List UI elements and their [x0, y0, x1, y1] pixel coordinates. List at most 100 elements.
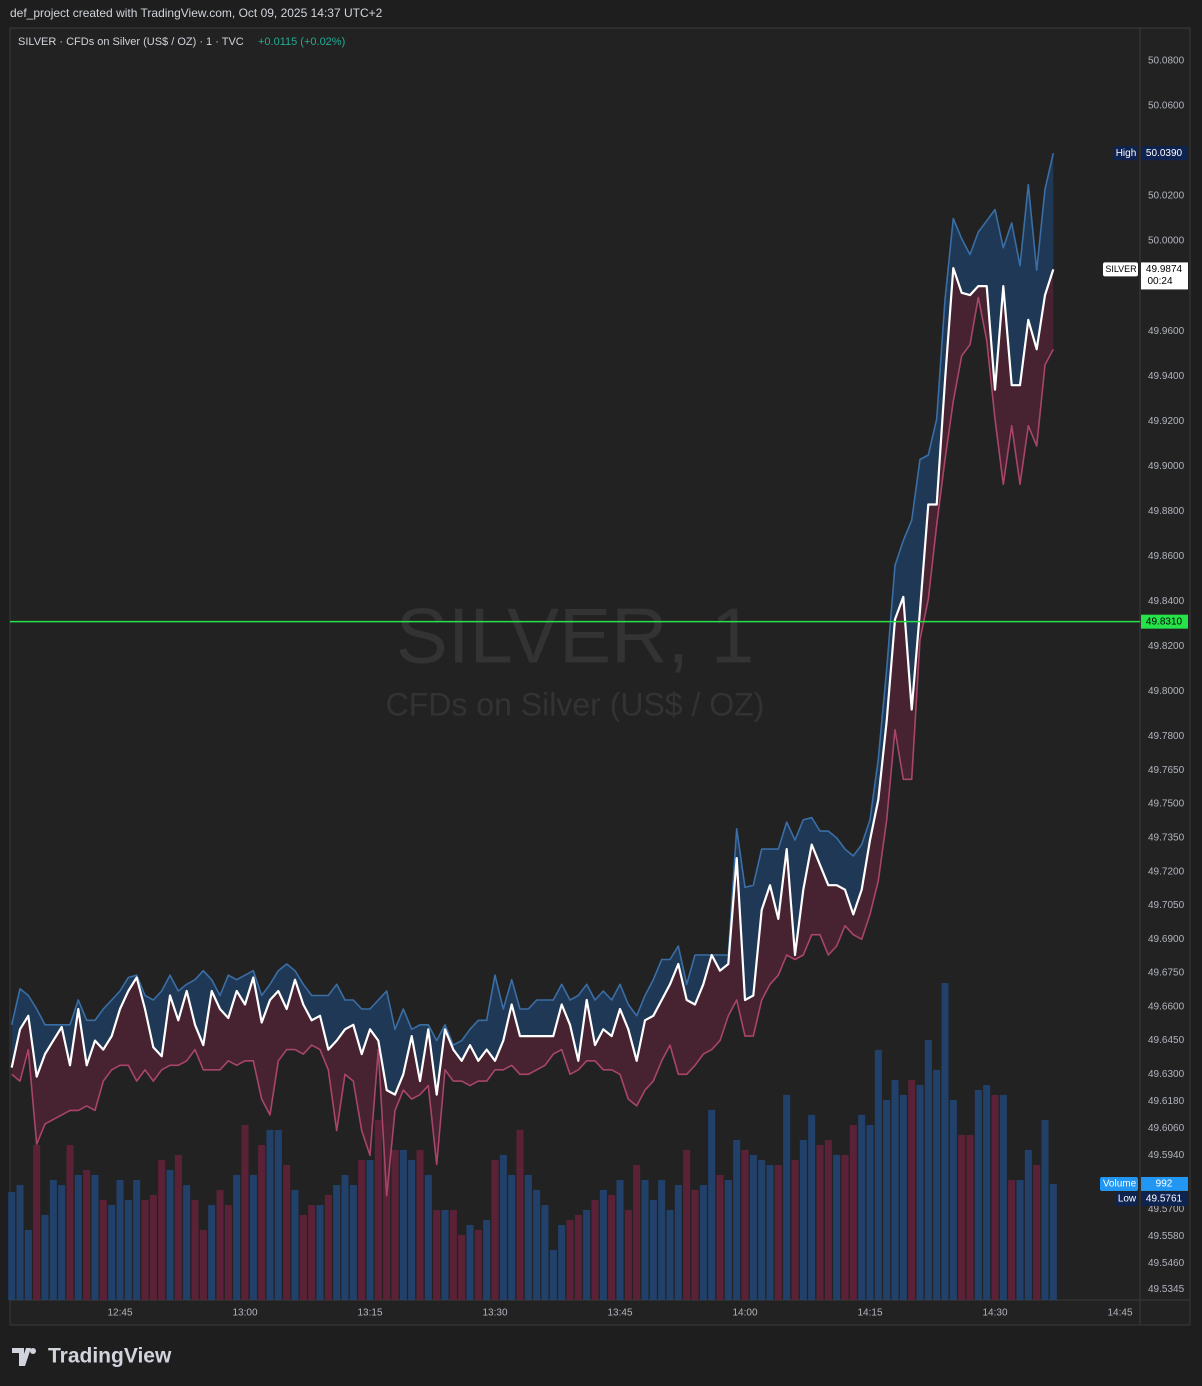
volume-bar — [599, 1189, 607, 1300]
volume-bar — [133, 1179, 141, 1300]
y-tick-label: 49.5460 — [1148, 1258, 1185, 1269]
y-tick-label: 49.9000 — [1148, 461, 1185, 472]
y-tick-label: 50.0200 — [1148, 191, 1185, 202]
volume-bar — [733, 1139, 741, 1300]
low-line — [11, 296, 1055, 1197]
y-tick-label: 49.5580 — [1148, 1231, 1185, 1242]
x-tick-label: 13:45 — [607, 1308, 632, 1319]
tag-value: 992 — [1156, 1179, 1173, 1190]
volume-bar — [458, 1234, 466, 1300]
volume-bar — [124, 1199, 132, 1300]
hline-tag-value: 49.8310 — [1146, 616, 1183, 627]
y-tick-label: 49.6750 — [1148, 968, 1185, 979]
volume-bar — [699, 1185, 707, 1300]
volume-bar — [566, 1219, 574, 1300]
volume-bar — [8, 1192, 16, 1300]
volume-bar — [41, 1214, 49, 1300]
volume-bar — [541, 1205, 549, 1300]
logo-dot — [30, 1348, 36, 1354]
volume-bar — [666, 1209, 674, 1300]
volume-bar — [208, 1205, 216, 1300]
volume-bar — [724, 1179, 732, 1300]
tag-name-box — [1113, 146, 1138, 161]
volume-bar — [958, 1134, 966, 1300]
volume-bar — [33, 1145, 41, 1300]
volume-bar — [1008, 1179, 1016, 1300]
logo: TradingView — [12, 1345, 172, 1368]
volume-bar — [58, 1185, 66, 1300]
volume-bar — [416, 1149, 424, 1300]
volume-bar — [16, 1185, 24, 1300]
y-tick-label: 50.0600 — [1148, 101, 1185, 112]
x-tick-label: 13:00 — [232, 1308, 257, 1319]
y-tick-label: 49.7200 — [1148, 866, 1185, 877]
volume-bar — [216, 1189, 224, 1300]
volume-bar — [816, 1145, 824, 1300]
volume-bars — [8, 983, 1057, 1300]
volume-bar — [799, 1139, 807, 1300]
volume-bar — [516, 1129, 524, 1300]
tag-name-box — [1100, 1176, 1138, 1191]
tag-value-box — [1141, 146, 1188, 161]
volume-bar — [999, 1094, 1007, 1300]
volume-bar — [908, 1079, 916, 1300]
last-tag-name-box — [1103, 262, 1138, 277]
volume-bar — [791, 1159, 799, 1300]
volume-bar — [808, 1114, 816, 1300]
volume-bar — [991, 1094, 999, 1300]
header: def_project created with TradingView.com… — [10, 6, 383, 20]
volume-bar — [24, 1229, 32, 1300]
y-tick-label: 49.7050 — [1148, 900, 1185, 911]
volume-bar — [524, 1174, 532, 1300]
volume-bar — [649, 1199, 657, 1300]
volume-bar — [224, 1205, 232, 1300]
volume-bar — [741, 1149, 749, 1300]
volume-bar — [241, 1125, 249, 1300]
tag-value: 49.5761 — [1146, 1194, 1183, 1205]
volume-bar — [633, 1165, 641, 1300]
x-tick-label: 13:30 — [482, 1308, 507, 1319]
volume-bar — [299, 1214, 307, 1300]
volume-bar — [441, 1209, 449, 1300]
volume-bar — [708, 1109, 716, 1300]
volume-bar — [508, 1174, 516, 1300]
volume-bar — [499, 1154, 507, 1300]
volume-bar — [349, 1185, 357, 1300]
volume-bar — [49, 1179, 57, 1300]
volume-bar — [583, 1209, 591, 1300]
volume-bar — [466, 1225, 474, 1300]
volume-bar — [1024, 1149, 1032, 1300]
volume-bar — [233, 1174, 241, 1300]
volume-bar — [624, 1209, 632, 1300]
volume-bar — [658, 1179, 666, 1300]
x-tick-label: 14:45 — [1107, 1308, 1132, 1319]
y-tick-label: 49.8000 — [1148, 686, 1185, 697]
volume-bar — [316, 1205, 324, 1300]
y-tick-label: 49.7500 — [1148, 799, 1185, 810]
tag-name: High — [1116, 148, 1137, 159]
volume-bar — [199, 1229, 207, 1300]
volume-bar — [916, 1085, 924, 1300]
volume-bar — [774, 1165, 782, 1300]
volume-bar — [574, 1214, 582, 1300]
volume-bar — [183, 1185, 191, 1300]
volume-bar — [274, 1129, 282, 1300]
y-tick-label: 50.0800 — [1148, 56, 1185, 67]
last-tag-name: SILVER — [1105, 264, 1137, 274]
volume-bar — [849, 1125, 857, 1300]
volume-bar — [1033, 1165, 1041, 1300]
volume-bar — [99, 1199, 107, 1300]
close-line — [10, 267, 1055, 1096]
y-tick-label: 49.6060 — [1148, 1123, 1185, 1134]
y-tick-label: 49.6450 — [1148, 1035, 1185, 1046]
volume-bar — [883, 1099, 891, 1300]
y-tick-label: 49.8200 — [1148, 641, 1185, 652]
volume-bar — [1049, 1183, 1057, 1300]
volume-bar — [966, 1134, 974, 1300]
y-tick-label: 49.8600 — [1148, 551, 1185, 562]
volume-bar — [424, 1174, 432, 1300]
x-tick-label: 12:45 — [107, 1308, 132, 1319]
volume-bar — [291, 1189, 299, 1300]
